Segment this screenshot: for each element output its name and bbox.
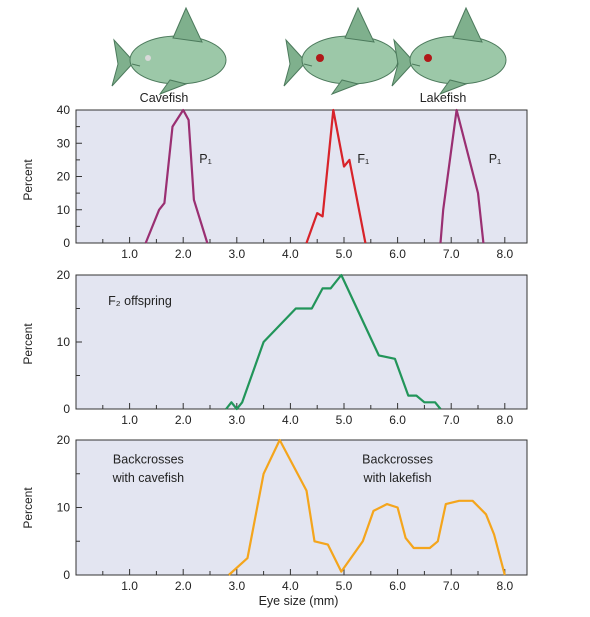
plot-area xyxy=(75,109,528,244)
series-line-1 xyxy=(225,273,442,411)
fish-label-cavefish: Cavefish xyxy=(140,91,189,105)
y-tick-label: 20 xyxy=(57,170,71,184)
x-tick-label: 8.0 xyxy=(496,579,513,593)
chart-panel-1: 0 10 20 30 40 1.0 2.0 3.0 4.0 5.0 6.0 7.0 8.0 Percent… xyxy=(21,103,528,261)
x-tick-label: 4.0 xyxy=(282,247,299,261)
x-tick-label: 1.0 xyxy=(121,413,138,427)
x-tick-label: 7.0 xyxy=(443,413,460,427)
fish-eye xyxy=(316,54,324,62)
series-line-1 xyxy=(228,438,506,576)
chart-panel-2: 0 10 20 1.0 2.0 3.0 4.0 5.0 6.0 7.0 8.0 Percent F₂ o… xyxy=(21,268,528,427)
y-tick-label: 0 xyxy=(63,568,70,582)
annotation-label: F₁ xyxy=(357,152,369,166)
x-tick-label: 7.0 xyxy=(443,579,460,593)
fish-dorsal-fin xyxy=(172,6,203,43)
fish-eye xyxy=(145,55,151,61)
fish-tail xyxy=(283,38,307,87)
series-line-2 xyxy=(305,108,367,244)
y-axis-label: Percent xyxy=(21,159,35,201)
y-tick-label: 0 xyxy=(63,236,70,250)
fish-dorsal-fin xyxy=(452,6,483,43)
x-tick-label: 1.0 xyxy=(121,247,138,261)
x-tick-label: 6.0 xyxy=(389,579,406,593)
x-tick-label: 6.0 xyxy=(389,413,406,427)
x-axis-label: Eye size (mm) xyxy=(259,594,339,608)
x-tick-label: 5.0 xyxy=(336,579,353,593)
x-tick-label: 1.0 xyxy=(121,579,138,593)
y-tick-label: 40 xyxy=(57,103,71,117)
fish-pelvic-fin xyxy=(330,79,360,96)
fish-illustration-f1 xyxy=(283,6,399,96)
y-axis-label: Percent xyxy=(21,323,35,365)
annotation-label: F₂ offspring xyxy=(108,294,172,308)
x-tick-label: 8.0 xyxy=(496,413,513,427)
x-tick-label: 4.0 xyxy=(282,579,299,593)
x-tick-label: 2.0 xyxy=(175,247,192,261)
plot-area xyxy=(75,274,528,410)
annotation-label: Backcrosses xyxy=(113,453,184,467)
fish-tail xyxy=(391,38,415,87)
y-axis-label: Percent xyxy=(21,487,35,529)
fish-body xyxy=(301,35,399,85)
chart-panel-3: 0 10 20 1.0 2.0 3.0 4.0 5.0 6.0 7.0 8.0 Percent Eye … xyxy=(21,433,528,608)
fish-body xyxy=(129,35,227,85)
fish-label-lakefish: Lakefish xyxy=(420,91,467,105)
x-tick-label: 8.0 xyxy=(496,247,513,261)
y-tick-label: 20 xyxy=(57,268,71,282)
y-tick-label: 20 xyxy=(57,433,71,447)
fish-mouth xyxy=(303,63,313,67)
series-line-1 xyxy=(144,108,209,244)
x-tick-label: 7.0 xyxy=(443,247,460,261)
annotation-label: P₁ xyxy=(199,152,212,166)
fish-body xyxy=(409,35,507,85)
x-tick-label: 3.0 xyxy=(228,247,245,261)
x-tick-label: 4.0 xyxy=(282,413,299,427)
chart-panels: 0 10 20 30 40 1.0 2.0 3.0 4.0 5.0 6.0 7.0 8.0 Percent… xyxy=(21,103,528,608)
fish-dorsal-fin xyxy=(344,6,375,43)
annotation-label: with cavefish xyxy=(112,471,185,485)
fish-tail xyxy=(111,38,135,87)
x-tick-label: 5.0 xyxy=(336,413,353,427)
y-tick-label: 10 xyxy=(57,335,71,349)
fish-eye xyxy=(424,54,432,62)
x-tick-label: 2.0 xyxy=(175,579,192,593)
y-tick-label: 0 xyxy=(63,402,70,416)
fish-illustration-cavefish xyxy=(111,6,227,96)
y-tick-label: 10 xyxy=(57,203,71,217)
x-tick-label: 2.0 xyxy=(175,413,192,427)
y-tick-label: 10 xyxy=(57,501,71,515)
fish-illustration-lakefish xyxy=(391,6,507,96)
fish-pelvic-fin xyxy=(438,79,468,96)
series-line-3 xyxy=(439,108,485,244)
annotation-label: Backcrosses xyxy=(362,453,433,467)
x-tick-label: 6.0 xyxy=(389,247,406,261)
plot-area xyxy=(75,439,528,576)
fish-pelvic-fin xyxy=(158,79,188,96)
x-tick-label: 5.0 xyxy=(336,247,353,261)
fish-mouth xyxy=(131,63,141,67)
fish-mouth xyxy=(411,63,421,67)
annotation-label: with lakefish xyxy=(363,471,432,485)
x-tick-label: 3.0 xyxy=(228,413,245,427)
annotation-label: P₁ xyxy=(489,152,502,166)
y-tick-label: 30 xyxy=(57,136,71,150)
x-tick-label: 3.0 xyxy=(228,579,245,593)
